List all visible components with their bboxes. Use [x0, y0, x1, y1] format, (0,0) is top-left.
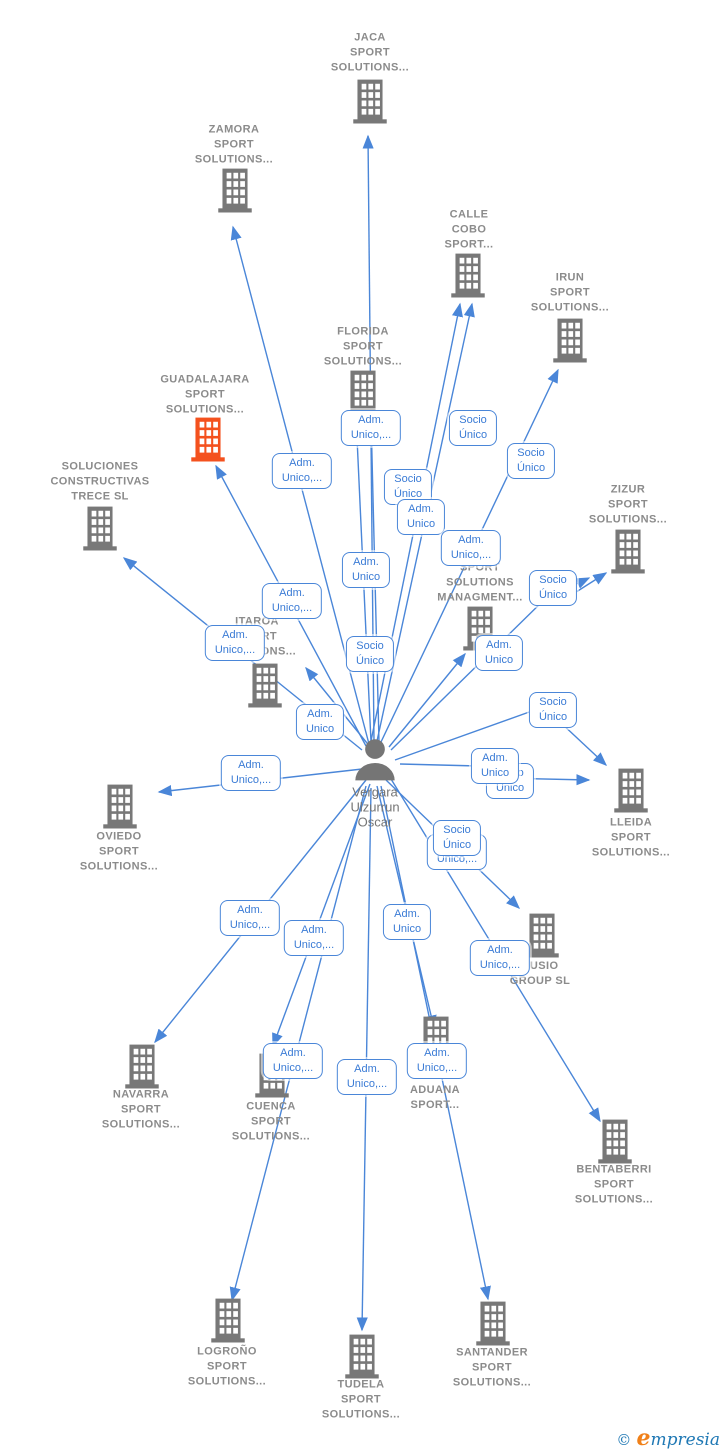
- relationship-label[interactable]: Adm. Unico,...: [220, 755, 282, 791]
- relationship-label[interactable]: Adm. Unico,...: [440, 530, 502, 566]
- relationship-label[interactable]: Socio Único: [528, 570, 578, 606]
- company-label-guadalajara: GUADALAJARA SPORT SOLUTIONS...: [160, 373, 250, 416]
- relationship-label[interactable]: Adm. Unico: [474, 635, 524, 671]
- relationship-label[interactable]: Adm. Unico,...: [406, 1043, 468, 1079]
- company-label-zizur: ZIZUR SPORT SOLUTIONS...: [588, 483, 668, 526]
- company-label-logrono: LOGROÑO SPORT SOLUTIONS...: [187, 1345, 267, 1388]
- company-label-calle-cobo: CALLE COBO SPORT...: [444, 208, 494, 251]
- building-icon: [476, 1301, 510, 1346]
- copyright-icon: ©: [616, 1431, 632, 1449]
- company-node-oviedo[interactable]: [102, 783, 138, 834]
- building-icon: [125, 1044, 159, 1089]
- company-node-uusio[interactable]: [524, 912, 560, 963]
- company-label-oviedo: OVIEDO SPORT SOLUTIONS...: [79, 830, 159, 873]
- person-name: Vergara Ulzurrun Oscar: [350, 784, 400, 830]
- edge-line: [272, 783, 371, 1048]
- company-label-santander: SANTANDER SPORT SOLUTIONS...: [452, 1346, 532, 1389]
- building-icon: [83, 506, 117, 551]
- relationship-label[interactable]: Adm. Unico,...: [219, 900, 281, 936]
- company-node-zamora[interactable]: [217, 167, 253, 218]
- company-node-soluciones[interactable]: [82, 505, 118, 556]
- relationship-label[interactable]: Adm. Unico: [341, 552, 391, 588]
- relationship-label[interactable]: Adm. Unico: [470, 748, 520, 784]
- company-label-aduana: ADUANA SPORT...: [409, 1084, 461, 1111]
- company-label-tudela: TUDELA SPORT SOLUTIONS...: [321, 1378, 401, 1421]
- building-icon: [248, 663, 282, 708]
- building-icon: [346, 370, 380, 415]
- building-icon: [614, 768, 648, 813]
- edge-line: [390, 595, 549, 751]
- company-node-itaroa[interactable]: [247, 662, 283, 713]
- relationship-label[interactable]: Socio Único: [345, 636, 395, 672]
- company-label-jaca: JACA SPORT SOLUTIONS...: [330, 31, 410, 74]
- relationship-label[interactable]: Adm. Unico,...: [340, 410, 402, 446]
- person-icon: [355, 739, 395, 781]
- building-icon: [611, 529, 645, 574]
- relationship-label[interactable]: Socio Único: [448, 410, 498, 446]
- relationship-label[interactable]: Adm. Unico,...: [271, 453, 333, 489]
- relationship-label[interactable]: Adm. Unico: [382, 904, 432, 940]
- company-label-bentaberri: BENTABERRI SPORT SOLUTIONS...: [574, 1163, 654, 1206]
- company-node-santander[interactable]: [475, 1300, 511, 1351]
- company-node-calle-cobo[interactable]: [450, 252, 486, 303]
- relationship-label[interactable]: Adm. Unico,...: [283, 920, 345, 956]
- building-icon: [218, 168, 252, 213]
- person-node[interactable]: [351, 738, 399, 787]
- edge-line: [394, 705, 547, 761]
- company-node-jaca[interactable]: [352, 78, 388, 129]
- edge-line: [559, 721, 608, 766]
- company-node-tudela[interactable]: [344, 1333, 380, 1384]
- relationship-label[interactable]: Adm. Unico,...: [336, 1059, 398, 1095]
- building-icon: [103, 784, 137, 829]
- building-icon: [553, 318, 587, 363]
- relationship-label[interactable]: Adm. Unico: [295, 704, 345, 740]
- logo-brand-text: mpresia: [650, 1430, 721, 1450]
- company-label-cuenca: CUENCA SPORT SOLUTIONS...: [231, 1100, 311, 1143]
- empresia-logo[interactable]: © empresia: [616, 1425, 720, 1451]
- company-node-logrono[interactable]: [210, 1297, 246, 1348]
- relationship-label[interactable]: Adm. Unico: [396, 499, 446, 535]
- company-label-soluciones: SOLUCIONES CONSTRUCTIVAS TRECE SL: [50, 460, 150, 503]
- relationship-label[interactable]: Socio Único: [506, 443, 556, 479]
- edge-line: [399, 763, 479, 767]
- building-icon: [525, 913, 559, 958]
- company-label-navarra: NAVARRA SPORT SOLUTIONS...: [101, 1088, 181, 1131]
- relationship-label[interactable]: Adm. Unico,...: [204, 625, 266, 661]
- company-label-lleida: LLEIDA SPORT SOLUTIONS...: [591, 816, 671, 859]
- company-node-navarra[interactable]: [124, 1043, 160, 1094]
- building-icon: [345, 1334, 379, 1379]
- building-icon: [191, 417, 225, 462]
- company-node-lleida[interactable]: [613, 767, 649, 818]
- relationship-label[interactable]: Adm. Unico,...: [469, 940, 531, 976]
- relationship-label[interactable]: Socio Único: [432, 820, 482, 856]
- company-node-zizur[interactable]: [610, 528, 646, 579]
- company-label-uusio: UUSIO GROUP SL: [509, 960, 571, 987]
- building-icon: [353, 79, 387, 124]
- logo-brand-initial: e: [636, 1425, 651, 1451]
- relationship-label[interactable]: Adm. Unico,...: [261, 583, 323, 619]
- relationship-label[interactable]: Socio Único: [528, 692, 578, 728]
- edge-line: [388, 652, 466, 748]
- company-label-irun: IRUN SPORT SOLUTIONS...: [530, 271, 610, 314]
- building-icon: [211, 1298, 245, 1343]
- relationship-label[interactable]: Adm. Unico,...: [262, 1043, 324, 1079]
- building-icon: [598, 1119, 632, 1164]
- company-label-florida: FLORIDA SPORT SOLUTIONS...: [323, 325, 403, 368]
- company-node-irun[interactable]: [552, 317, 588, 368]
- company-node-guadalajara[interactable]: [190, 416, 226, 467]
- company-node-bentaberri[interactable]: [597, 1118, 633, 1169]
- building-icon: [451, 253, 485, 298]
- company-label-zamora: ZAMORA SPORT SOLUTIONS...: [194, 123, 274, 166]
